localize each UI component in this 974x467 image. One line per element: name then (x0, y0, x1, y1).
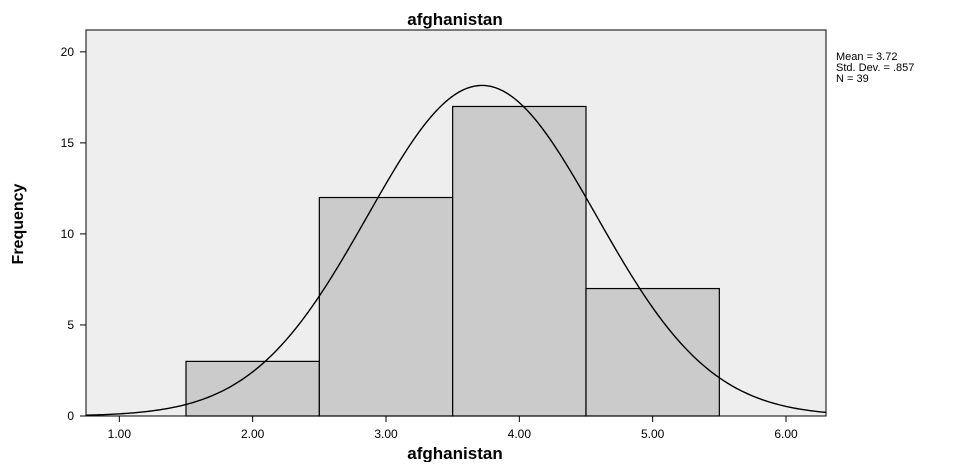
x-tick-label-3: 3.00 (374, 427, 398, 441)
x-tick-label-1: 1.00 (108, 427, 132, 441)
histogram-bar-4 (585, 287, 720, 417)
y-axis-title: Frequency (10, 183, 27, 264)
normal-curve (85, 84, 827, 416)
y-tick-label-5: 5 (67, 318, 74, 332)
bars-group (185, 105, 720, 417)
histogram-bar-2 (318, 196, 454, 417)
y-tick-label-15: 15 (61, 136, 75, 150)
x-tick-label-5: 5.00 (641, 427, 665, 441)
stats-n: N = 39 (836, 73, 869, 85)
stats-box: Mean = 3.72 Std. Dev. = .857 N = 39 (836, 51, 914, 85)
x-axis-title: afghanistan (407, 444, 502, 462)
stats-std-dev: Std. Dev. = .857 (836, 62, 914, 74)
x-tick-label-6: 6.00 (774, 427, 798, 441)
y-tick-label-10: 10 (61, 227, 75, 241)
histogram-bar-3 (452, 105, 587, 417)
x-tick-label-4: 4.00 (508, 427, 532, 441)
histogram-bar-1 (185, 360, 320, 417)
x-tick-label-2: 2.00 (241, 427, 265, 441)
y-tick-label-0: 0 (67, 409, 74, 423)
stats-mean: Mean = 3.72 (836, 51, 897, 63)
chart-title: afghanistan (407, 10, 502, 29)
y-tick-label-20: 20 (61, 45, 75, 59)
